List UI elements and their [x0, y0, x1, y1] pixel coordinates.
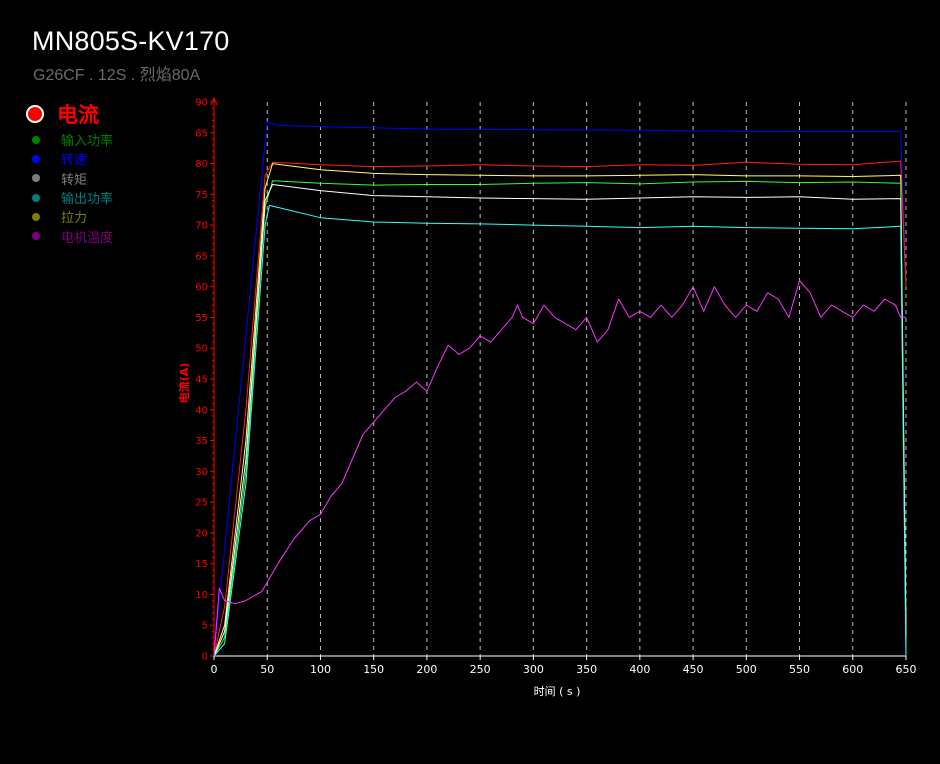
x-tick-label: 600	[842, 663, 863, 676]
legend-dot-icon	[32, 193, 40, 202]
y-tick-label: 75	[195, 190, 208, 201]
y-tick-label: 45	[195, 375, 208, 386]
y-tick-label: 55	[195, 313, 208, 324]
y-axis-title: 电流(A)	[177, 363, 191, 404]
y-tick-label: 25	[195, 498, 208, 509]
series-line-0	[213, 121, 907, 657]
legend-item-label: 转矩	[61, 172, 88, 188]
y-tick-label: 50	[195, 344, 208, 355]
x-tick-label: 550	[789, 663, 810, 676]
legend-item-0[interactable]: 输入功率	[32, 130, 192, 149]
series-line-4	[213, 184, 907, 657]
series-line-5	[213, 204, 907, 657]
legend-item-current[interactable]: 电流	[22, 98, 192, 130]
legend-item-5[interactable]: 电机温度	[32, 226, 192, 246]
series-line-2	[213, 163, 907, 657]
x-tick-label: 100	[310, 663, 331, 676]
legend-item-4[interactable]: 拉力	[32, 207, 192, 226]
series-line-6	[213, 280, 906, 657]
chart-title: MN805S-KV170	[32, 26, 230, 56]
legend-item-label: 输入功率	[61, 134, 114, 150]
y-tick-label: 30	[195, 467, 208, 478]
legend-item-label: 输出功率	[61, 192, 114, 208]
y-tick-label: 0	[202, 652, 208, 663]
y-tick-label: 40	[195, 405, 208, 416]
y-tick-label: 60	[195, 282, 208, 293]
legend: 电流 输入功率转速转矩输出功率拉力电机温度	[22, 98, 192, 246]
y-tick-label: 35	[195, 436, 208, 447]
legend-dot-icon	[32, 154, 40, 163]
x-tick-label: 50	[260, 663, 274, 676]
legend-dot-icon	[32, 232, 40, 241]
legend-item-label: 转速	[61, 153, 88, 169]
legend-item-label: 拉力	[61, 211, 88, 227]
x-tick-label: 450	[683, 663, 704, 676]
y-tick-label: 85	[195, 128, 208, 139]
series-line-1	[213, 160, 907, 657]
y-axis-arrow-icon	[210, 96, 218, 106]
x-tick-label: 350	[576, 663, 597, 676]
y-tick-label: 10	[195, 590, 208, 601]
y-tick-label: 70	[195, 221, 208, 232]
y-tick-label: 15	[195, 559, 208, 570]
x-tick-label: 650	[896, 663, 917, 676]
x-tick-label: 250	[470, 663, 491, 676]
legend-dot-icon	[32, 135, 40, 144]
series-line-3	[213, 180, 907, 657]
y-tick-label: 80	[195, 159, 208, 170]
y-tick-label: 5	[202, 621, 208, 632]
x-tick-label: 150	[363, 663, 384, 676]
legend-active-marker-icon	[26, 105, 44, 123]
chart-subtitle: G26CF . 12S . 烈焰80A	[33, 67, 201, 84]
legend-item-1[interactable]: 转速	[32, 149, 192, 168]
legend-item-2[interactable]: 转矩	[32, 169, 192, 188]
x-tick-label: 0	[211, 663, 218, 676]
x-axis-title: 时间 ( s )	[534, 685, 581, 698]
y-tick-label: 20	[195, 528, 208, 539]
x-tick-label: 500	[736, 663, 757, 676]
legend-dot-icon	[32, 174, 40, 183]
legend-item-label: 电机温度	[61, 230, 114, 246]
legend-item-3[interactable]: 输出功率	[32, 188, 192, 207]
x-tick-label: 400	[629, 663, 650, 676]
y-tick-label: 65	[195, 251, 208, 262]
x-tick-label: 200	[416, 663, 437, 676]
y-tick-label: 90	[195, 98, 208, 109]
x-tick-label: 300	[523, 663, 544, 676]
legend-dot-icon	[32, 212, 40, 221]
legend-active-label: 电流	[57, 103, 99, 127]
